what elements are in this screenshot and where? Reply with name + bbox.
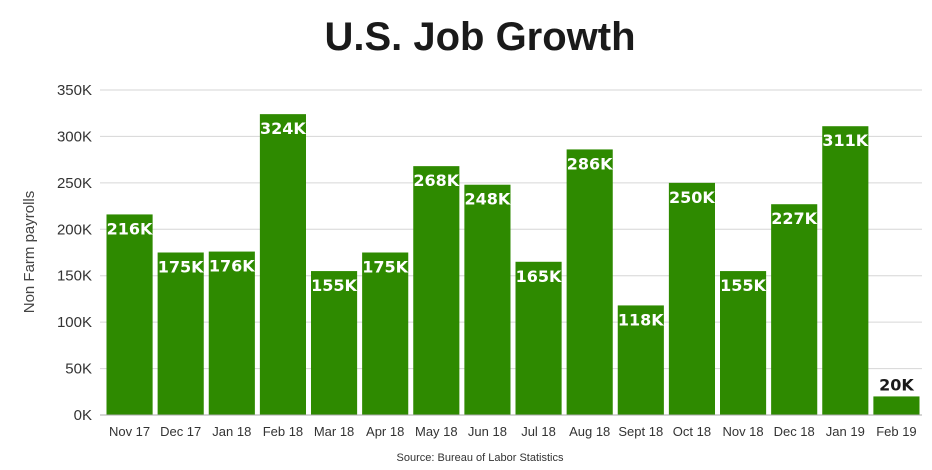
y-axis-ticks: 0K 50K 100K 150K 200K 250K 300K 350K (57, 82, 92, 424)
y-tick-label: 300K (57, 128, 92, 145)
bar (106, 214, 153, 415)
data-label: 118K (618, 310, 664, 329)
x-tick-label: Dec 17 (160, 424, 201, 439)
data-label: 175K (158, 258, 204, 277)
x-tick-label: May 18 (415, 424, 458, 439)
data-label: 324K (260, 119, 306, 138)
source-note: Source: Bureau of Labor Statistics (397, 452, 564, 464)
x-axis-ticks: Nov 17 Dec 17 Jan 18 Feb 18 Mar 18 Apr 18 May … (109, 424, 917, 439)
bar (464, 184, 511, 415)
y-axis-label: Non Farm payrolls (21, 191, 38, 314)
data-label: 155K (311, 276, 357, 295)
bar (362, 252, 409, 415)
bar (157, 252, 204, 415)
data-label: 165K (516, 267, 562, 286)
x-tick-label: Nov 18 (722, 424, 763, 439)
bar (311, 271, 358, 415)
data-label: 216K (107, 219, 153, 238)
x-tick-label: Jan 18 (212, 424, 251, 439)
chart-title: U.S. Job Growth (324, 15, 635, 59)
data-label: 286K (567, 154, 613, 173)
x-tick-label: Dec 18 (774, 424, 815, 439)
data-label: 311K (822, 131, 868, 150)
x-tick-label: Jan 19 (826, 424, 865, 439)
y-tick-label: 150K (57, 268, 92, 285)
x-tick-label: Feb 19 (876, 424, 916, 439)
data-label: 155K (720, 276, 766, 295)
x-tick-label: Apr 18 (366, 424, 404, 439)
data-labels: 216K 175K 176K 324K 155K 175K 268K 248K 165K 286K… (107, 119, 915, 394)
x-tick-label: Jun 18 (468, 424, 507, 439)
data-label: 248K (465, 190, 511, 209)
bar (413, 166, 460, 415)
x-tick-label: Jul 18 (521, 424, 556, 439)
bars (106, 114, 920, 416)
x-tick-label: Mar 18 (314, 424, 354, 439)
bar (822, 126, 869, 415)
x-tick-label: Sept 18 (618, 424, 663, 439)
data-label: 250K (669, 188, 715, 207)
y-tick-label: 250K (57, 175, 92, 192)
x-tick-label: Nov 17 (109, 424, 150, 439)
y-tick-label: 200K (57, 221, 92, 238)
x-tick-label: Aug 18 (569, 424, 610, 439)
bar (873, 396, 920, 415)
x-tick-label: Oct 18 (673, 424, 711, 439)
data-label: 227K (771, 209, 817, 228)
data-label: 175K (362, 258, 408, 277)
data-label: 176K (209, 257, 255, 276)
data-label: 20K (879, 375, 914, 394)
bar (617, 305, 664, 415)
y-tick-label: 100K (57, 314, 92, 331)
bar (720, 271, 767, 415)
x-tick-label: Feb 18 (263, 424, 303, 439)
data-label: 268K (413, 171, 459, 190)
bar (566, 149, 613, 415)
y-tick-label: 0K (74, 407, 92, 424)
bar (771, 204, 818, 415)
y-tick-label: 50K (65, 361, 92, 378)
bar (259, 114, 306, 416)
bar (515, 261, 562, 415)
y-tick-label: 350K (57, 82, 92, 99)
bar (668, 182, 715, 415)
bar (208, 251, 255, 415)
